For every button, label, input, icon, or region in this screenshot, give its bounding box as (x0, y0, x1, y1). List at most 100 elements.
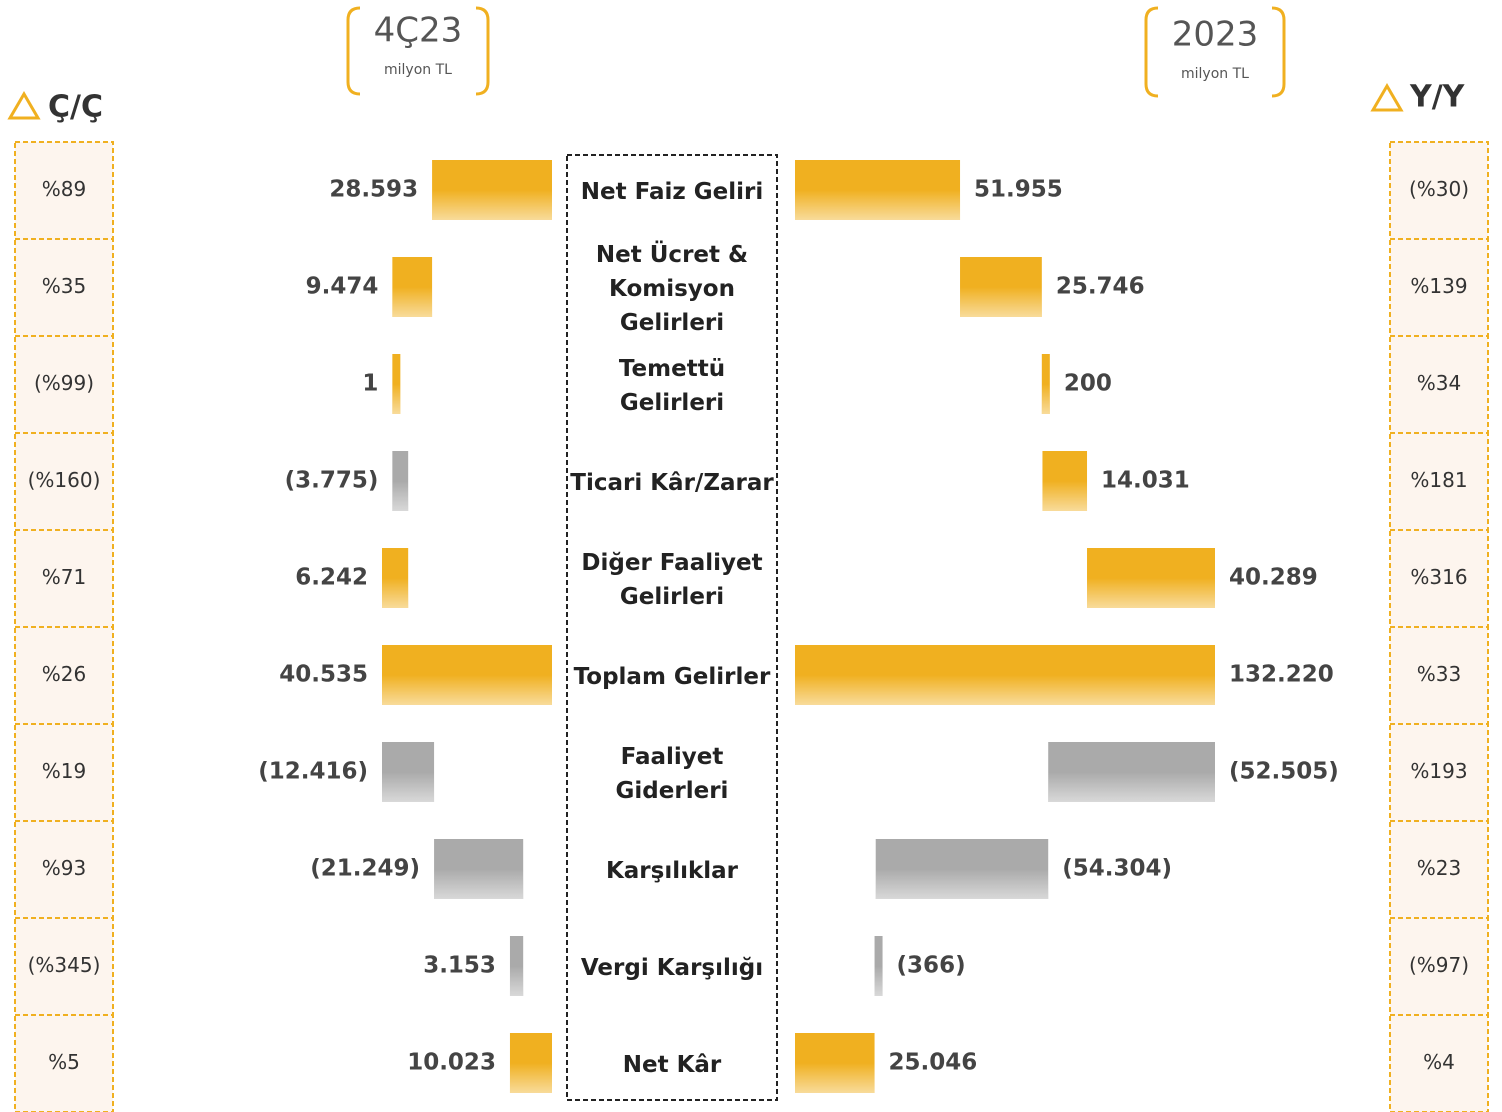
change-box (1389, 432, 1489, 531)
bar-shade (392, 354, 401, 414)
change-box (14, 238, 114, 337)
category-label: Toplam Gelirler (573, 664, 771, 690)
change-label: %34 (1417, 371, 1461, 395)
left-subtitle: milyon TL (384, 62, 452, 78)
value-label: (52.505) (1229, 759, 1339, 785)
value-label: 132.220 (1229, 662, 1334, 688)
change-box (14, 626, 114, 725)
delta-icon (1370, 83, 1404, 112)
right-title: 2023 (1172, 15, 1259, 55)
value-label: 10.023 (407, 1050, 496, 1076)
change-box (14, 529, 114, 628)
change-box (14, 723, 114, 822)
change-box (14, 335, 114, 434)
change-label: %193 (1410, 759, 1467, 783)
bracket (346, 6, 490, 96)
bar-shade (432, 160, 552, 220)
left-change-title: Ç/Ç (48, 90, 103, 125)
value-label: 14.031 (1101, 468, 1190, 494)
change-label: %316 (1410, 565, 1467, 589)
change-label: %71 (42, 565, 86, 589)
change-box (1389, 820, 1489, 919)
category-label: Vergi Karşılığı (580, 955, 764, 981)
value-label: 6.242 (295, 565, 368, 591)
value-label: (54.304) (1062, 856, 1172, 882)
change-label: %93 (42, 856, 86, 880)
value-label: 9.474 (306, 274, 379, 300)
category-label: Karşılıklar (605, 858, 739, 884)
bar-shade (1048, 742, 1215, 802)
change-label: %19 (42, 759, 86, 783)
value-label: 40.535 (279, 662, 368, 688)
delta-icon (7, 91, 41, 120)
category-label: Net Faiz Geliri (580, 179, 764, 205)
category-label: Temettü Gelirleri (618, 356, 726, 416)
change-label: (%30) (1409, 177, 1469, 201)
value-label: 25.046 (889, 1050, 978, 1076)
value-label: (366) (897, 953, 966, 979)
value-label: 3.153 (423, 953, 496, 979)
change-label: %89 (42, 177, 86, 201)
change-box (14, 917, 114, 1016)
change-box (1389, 626, 1489, 725)
category-label: Ticari Kâr/Zarar (570, 470, 774, 496)
category-label: Diğer Faaliyet Gelirleri (581, 550, 763, 610)
change-box (14, 432, 114, 531)
value-label: (12.416) (258, 759, 368, 785)
bar-shade (795, 1033, 875, 1093)
category-label: Net Ücret & Komisyon Gelirleri (595, 242, 749, 336)
change-label: %35 (42, 274, 86, 298)
bar-shade (874, 936, 883, 996)
bar-shade (382, 742, 435, 802)
bar-shade (434, 839, 524, 899)
value-label: 40.289 (1229, 565, 1318, 591)
value-label: (21.249) (310, 856, 420, 882)
change-label: (%97) (1409, 953, 1469, 977)
category-label: Net Kâr (622, 1052, 722, 1078)
bracket (1144, 6, 1286, 98)
change-label: (%99) (34, 371, 94, 395)
bar-shade (795, 160, 961, 220)
change-box (14, 1014, 114, 1112)
change-label: %26 (42, 662, 86, 686)
bar-shade (795, 645, 1215, 705)
change-box (1389, 1014, 1489, 1112)
bar-shade (1042, 451, 1088, 511)
change-box (1389, 917, 1489, 1016)
bar-shade (382, 548, 409, 608)
value-label: 1 (362, 371, 378, 397)
change-box (14, 141, 114, 240)
value-label: 25.746 (1056, 274, 1145, 300)
change-label: %139 (1410, 274, 1467, 298)
bar-shade (392, 451, 409, 511)
category-box (566, 154, 778, 1101)
bar-shade (392, 257, 433, 317)
bar-shade (509, 936, 524, 996)
bar-shade (960, 257, 1042, 317)
change-label: %4 (1423, 1050, 1455, 1074)
value-label: 51.955 (974, 177, 1063, 203)
change-box (1389, 141, 1489, 240)
right-subtitle: milyon TL (1181, 66, 1249, 82)
change-label: (%160) (28, 468, 101, 492)
value-label: 200 (1064, 371, 1112, 397)
bar-shade (509, 1033, 552, 1093)
change-label: %23 (1417, 856, 1461, 880)
change-label: %5 (48, 1050, 80, 1074)
change-label: %181 (1410, 468, 1467, 492)
change-box (1389, 529, 1489, 628)
change-label: (%345) (28, 953, 101, 977)
bar-shade (875, 839, 1049, 899)
right-change-title: Y/Y (1409, 80, 1466, 115)
left-title: 4Ç23 (374, 11, 463, 51)
bar-shade (382, 645, 552, 705)
bar-shade (1041, 354, 1050, 414)
change-box (1389, 335, 1489, 434)
value-label: (3.775) (285, 468, 379, 494)
bar-shade (1087, 548, 1216, 608)
change-label: %33 (1417, 662, 1461, 686)
category-label: Faaliyet Giderleri (615, 744, 729, 804)
value-label: 28.593 (329, 177, 418, 203)
